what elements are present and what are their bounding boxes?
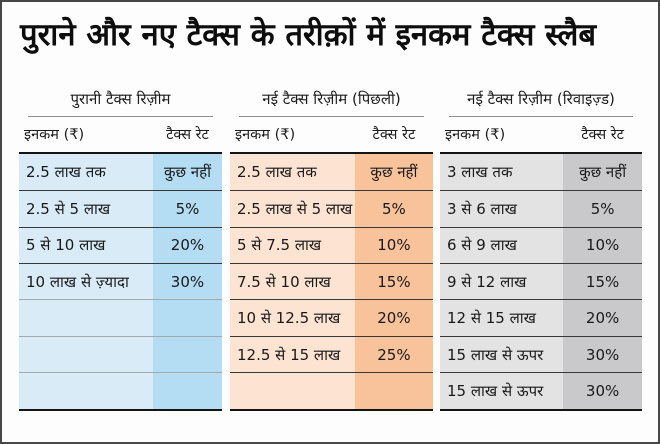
table-row-empty bbox=[230, 372, 433, 409]
rate-cell bbox=[152, 373, 222, 409]
rate-cell: 20% bbox=[354, 300, 433, 336]
table-row: 2.5 लाख से 5 लाख 5% bbox=[230, 190, 433, 227]
rate-cell bbox=[152, 300, 222, 336]
income-cell: 2.5 लाख तक bbox=[19, 153, 153, 191]
income-cell: 15 लाख से ऊपर bbox=[440, 336, 564, 373]
income-cell: 7.5 से 10 लाख bbox=[230, 264, 355, 300]
table-row: 2.5 लाख तक कुछ नहीं bbox=[19, 153, 222, 191]
table-title: नई टैक्स रिज़ीम (रिवाइज़्ड) bbox=[467, 89, 615, 108]
table-row: 3 लाख तक कुछ नहीं bbox=[440, 153, 642, 191]
income-cell: 10 लाख से ज़्यादा bbox=[19, 264, 153, 300]
rate-cell: 10% bbox=[563, 227, 642, 264]
tables-container: पुरानी टैक्स रिज़ीम इनकम (₹) टैक्स रेट 2… bbox=[19, 88, 658, 411]
table-row: 5 से 10 लाख 20% bbox=[19, 226, 222, 264]
rate-cell: कुछ नहीं bbox=[354, 153, 433, 191]
table-row: 9 से 12 लाख 15% bbox=[440, 263, 642, 300]
rate-cell: 5% bbox=[354, 191, 433, 227]
rate-cell: 20% bbox=[152, 227, 222, 264]
income-cell: 5 से 10 लाख bbox=[19, 227, 153, 264]
table-body: 3 लाख तक कुछ नहीं 3 से 6 लाख 5% 6 से 9 लाख… bbox=[440, 151, 642, 411]
rate-cell bbox=[152, 336, 222, 373]
rate-cell: 5% bbox=[563, 191, 642, 227]
table-row-empty bbox=[19, 335, 222, 373]
new-regime-revised-table: नई टैक्स रिज़ीम (रिवाइज़्ड) इनकम (₹) टैक… bbox=[440, 88, 642, 411]
rate-column-header: टैक्स रेट bbox=[581, 127, 624, 144]
table-title: नई टैक्स रिज़ीम (पिछली) bbox=[262, 89, 401, 108]
table-row: 6 से 9 लाख 10% bbox=[440, 226, 642, 264]
table-title: पुरानी टैक्स रिज़ीम bbox=[70, 89, 171, 108]
income-cell: 12 से 15 लाख bbox=[440, 300, 564, 336]
rate-cell bbox=[354, 373, 433, 409]
table-row: 2.5 से 5 लाख 5% bbox=[19, 190, 222, 227]
income-cell: 2.5 से 5 लाख bbox=[19, 191, 153, 227]
income-cell: 2.5 लाख से 5 लाख bbox=[230, 191, 355, 227]
rate-column-header: टैक्स रेट bbox=[372, 127, 416, 144]
rate-cell: कुछ नहीं bbox=[152, 153, 222, 191]
table-row: 15 लाख से ऊपर 30% bbox=[440, 372, 642, 409]
table-row-empty bbox=[19, 372, 222, 409]
income-cell: 6 से 9 लाख bbox=[440, 227, 564, 264]
income-cell: 9 से 12 लाख bbox=[440, 264, 564, 300]
rate-cell: 15% bbox=[563, 264, 642, 300]
income-cell: 5 से 7.5 लाख bbox=[230, 227, 355, 264]
income-cell bbox=[19, 300, 153, 336]
income-cell bbox=[230, 373, 355, 409]
table-row: 10 से 12.5 लाख 20% bbox=[230, 299, 433, 336]
column-headers: इनकम (₹) टैक्स रेट bbox=[440, 117, 642, 152]
rate-cell: 10% bbox=[354, 227, 433, 264]
income-cell: 10 से 12.5 लाख bbox=[230, 300, 355, 336]
table-body: 2.5 लाख तक कुछ नहीं 2.5 लाख से 5 लाख 5% 5 … bbox=[230, 151, 433, 411]
rate-cell: 30% bbox=[152, 264, 222, 300]
rate-cell: 30% bbox=[563, 336, 642, 373]
table-row: 12.5 से 15 लाख 25% bbox=[230, 335, 433, 373]
table-row: 7.5 से 10 लाख 15% bbox=[230, 263, 433, 300]
table-row: 15 लाख से ऊपर 30% bbox=[440, 335, 642, 373]
income-cell: 3 लाख तक bbox=[440, 153, 564, 191]
income-cell: 12.5 से 15 लाख bbox=[230, 336, 355, 373]
rate-cell: 20% bbox=[563, 300, 642, 336]
rate-cell: 5% bbox=[152, 191, 222, 227]
table-body: 2.5 लाख तक कुछ नहीं 2.5 से 5 लाख 5% 5 से 1… bbox=[19, 151, 222, 411]
table-row: 12 से 15 लाख 20% bbox=[440, 299, 642, 336]
income-cell bbox=[19, 373, 153, 409]
rate-column-header: टैक्स रेट bbox=[166, 127, 209, 144]
table-row: 5 से 7.5 लाख 10% bbox=[230, 226, 433, 264]
rate-cell: 15% bbox=[354, 264, 433, 300]
income-cell: 2.5 लाख तक bbox=[230, 153, 355, 191]
rate-cell: 25% bbox=[354, 336, 433, 373]
new-regime-previous-table: नई टैक्स रिज़ीम (पिछली) इनकम (₹) टैक्स र… bbox=[230, 88, 433, 411]
table-row: 10 लाख से ज़्यादा 30% bbox=[19, 263, 222, 300]
title-underline bbox=[239, 115, 424, 117]
table-row-empty bbox=[19, 299, 222, 336]
title-underline bbox=[449, 115, 633, 117]
column-headers: इनकम (₹) टैक्स रेट bbox=[19, 117, 222, 152]
income-cell bbox=[19, 336, 153, 373]
income-cell: 3 से 6 लाख bbox=[440, 191, 564, 227]
income-column-header: इनकम (₹) bbox=[235, 127, 296, 144]
rate-cell: 30% bbox=[563, 373, 642, 409]
income-column-header: इनकम (₹) bbox=[24, 127, 85, 144]
title-underline bbox=[28, 115, 213, 117]
income-cell: 15 लाख से ऊपर bbox=[440, 373, 564, 409]
table-row: 3 से 6 लाख 5% bbox=[440, 190, 642, 227]
rate-cell: कुछ नहीं bbox=[563, 153, 642, 191]
column-headers: इनकम (₹) टैक्स रेट bbox=[230, 117, 433, 152]
income-column-header: इनकम (₹) bbox=[445, 127, 506, 144]
table-row: 2.5 लाख तक कुछ नहीं bbox=[230, 153, 433, 191]
old-regime-table: पुरानी टैक्स रिज़ीम इनकम (₹) टैक्स रेट 2… bbox=[19, 88, 222, 411]
page-title: पुराने और नए टैक्स के तरीक़ों में इनकम ट… bbox=[20, 17, 597, 53]
